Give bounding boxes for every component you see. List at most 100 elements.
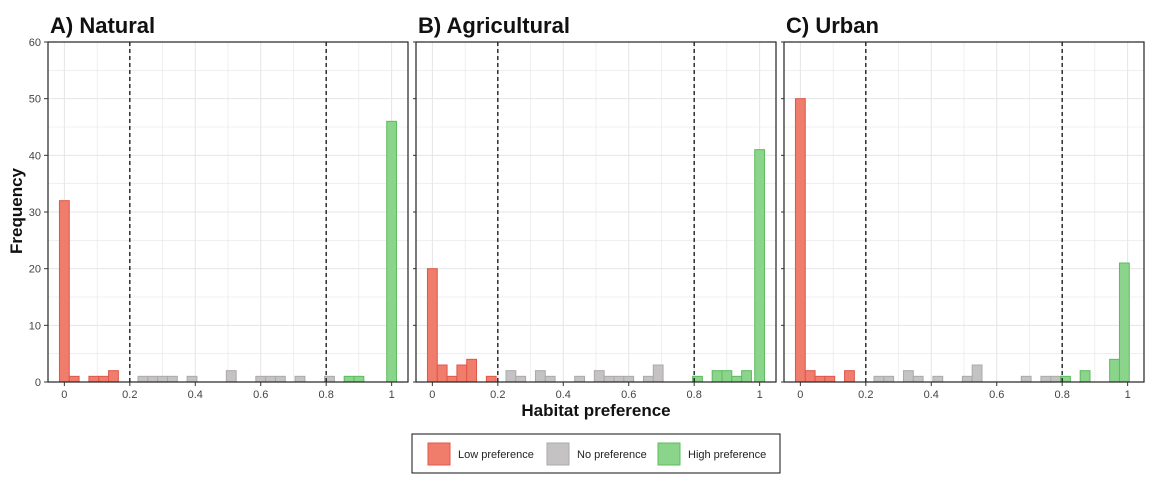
y-tick-label: 10 bbox=[29, 320, 41, 332]
histogram-bar-none bbox=[255, 375, 267, 383]
legend-box bbox=[411, 433, 781, 474]
x-tick-label: 0.2 bbox=[122, 389, 137, 401]
histogram-bar-high bbox=[1079, 370, 1091, 383]
y-axis-title: Frequency bbox=[7, 167, 26, 254]
panel-title: B) Agricultural bbox=[418, 13, 570, 38]
histogram-bar-high bbox=[343, 375, 355, 383]
histogram-bar-none bbox=[274, 375, 286, 383]
legend-label-none: No preference bbox=[577, 449, 647, 461]
x-tick-label: 1 bbox=[757, 389, 763, 401]
histogram-bar-none bbox=[971, 364, 983, 383]
x-tick-label: 0 bbox=[797, 389, 803, 401]
panel-3: C) Urban 0 0.2 0.4 0.6 0.8 1 bbox=[781, 13, 1145, 401]
x-tick-label: 0.2 bbox=[858, 389, 873, 401]
histogram-bar-high bbox=[741, 370, 752, 383]
panel-title: A) Natural bbox=[50, 13, 155, 38]
histogram-bar-none bbox=[932, 375, 944, 383]
x-tick-label: 0.4 bbox=[556, 389, 571, 401]
histogram-bar-low bbox=[466, 358, 478, 383]
histogram-bar-low bbox=[98, 375, 110, 383]
y-tick-label: 40 bbox=[29, 150, 41, 162]
histogram-bar-none bbox=[652, 364, 664, 383]
histogram-bar-none bbox=[225, 370, 237, 383]
x-tick-label: 1 bbox=[1125, 389, 1131, 401]
x-tick-label: 0 bbox=[61, 389, 67, 401]
histogram-bar-low bbox=[426, 268, 438, 383]
x-tick-label: 0.2 bbox=[490, 389, 505, 401]
y-tick-label: 0 bbox=[35, 377, 41, 389]
histogram-bar-high bbox=[386, 120, 398, 383]
histogram-bar-none bbox=[961, 375, 973, 383]
histogram-bar-none bbox=[166, 375, 178, 383]
histogram-bar-none bbox=[623, 375, 635, 383]
histogram-bar-none bbox=[505, 370, 517, 383]
histogram-bar-low bbox=[446, 375, 458, 383]
histogram-bar-none bbox=[1040, 375, 1052, 383]
histogram-bar-low bbox=[824, 375, 836, 383]
legend: Low preference No preference High prefer… bbox=[411, 433, 781, 474]
histogram-bar-none bbox=[902, 370, 914, 383]
x-tick-label: 0.8 bbox=[1055, 389, 1070, 401]
histogram-bar-none bbox=[574, 375, 586, 383]
histogram-bar-low bbox=[456, 364, 468, 383]
x-tick-label: 1 bbox=[389, 389, 395, 401]
legend-key-high bbox=[657, 442, 681, 466]
y-tick-label: 60 bbox=[29, 37, 41, 49]
histogram-bar-high bbox=[1109, 358, 1120, 383]
histogram-bar-none bbox=[147, 375, 159, 383]
legend-label-high: High preference bbox=[688, 449, 766, 461]
y-tick-label: 20 bbox=[29, 264, 41, 276]
histogram-bar-high bbox=[353, 375, 365, 383]
histogram-bar-low bbox=[88, 375, 100, 383]
histogram-bar-none bbox=[1020, 375, 1032, 383]
histogram-bar-low bbox=[108, 370, 119, 383]
histogram-bar-low bbox=[814, 375, 826, 383]
histogram-bar-none bbox=[186, 375, 198, 383]
histogram-bar-none bbox=[1050, 375, 1062, 383]
histogram-bar-none bbox=[642, 375, 654, 383]
x-tick-label: 0.6 bbox=[621, 389, 636, 401]
histogram-bar-none bbox=[294, 375, 306, 383]
histogram-bar-high bbox=[1118, 262, 1130, 383]
x-tick-label: 0.4 bbox=[188, 389, 203, 401]
histogram-bar-low bbox=[844, 370, 855, 383]
histogram-bar-high bbox=[731, 375, 743, 383]
y-tick-label: 30 bbox=[29, 207, 41, 219]
histogram-bar-high bbox=[711, 370, 723, 383]
x-tick-label: 0.4 bbox=[924, 389, 939, 401]
histogram-bar-high bbox=[754, 149, 766, 383]
histogram-bar-low bbox=[485, 375, 497, 383]
histogram-bar-low bbox=[58, 200, 70, 383]
histogram-bar-none bbox=[603, 375, 615, 383]
histogram-bar-none bbox=[534, 370, 546, 383]
histogram-bar-none bbox=[593, 370, 605, 383]
panel-title: C) Urban bbox=[786, 13, 879, 38]
y-tick-label: 50 bbox=[29, 94, 41, 106]
legend-key-low bbox=[427, 442, 451, 466]
x-tick-label: 0.6 bbox=[989, 389, 1004, 401]
histogram-bar-none bbox=[544, 375, 556, 383]
histogram-bar-none bbox=[873, 375, 885, 383]
histogram-bar-low bbox=[68, 375, 80, 383]
histogram-bar-none bbox=[515, 375, 527, 383]
histogram-bar-low bbox=[794, 98, 806, 383]
x-tick-label: 0.6 bbox=[253, 389, 268, 401]
histogram-bar-none bbox=[265, 375, 276, 383]
x-tick-label: 0.8 bbox=[687, 389, 702, 401]
histogram-bar-none bbox=[137, 375, 149, 383]
x-tick-label: 0 bbox=[429, 389, 435, 401]
histogram-bar-low bbox=[804, 370, 816, 383]
legend-label-low: Low preference bbox=[458, 449, 534, 461]
x-tick-label: 0.8 bbox=[319, 389, 334, 401]
histogram-bar-none bbox=[912, 375, 924, 383]
histogram-bar-low bbox=[436, 364, 448, 383]
panel-2: B) Agricultural 0 0.2 0.4 0.6 0.8 1 bbox=[413, 13, 777, 401]
histogram-bar-none bbox=[157, 375, 168, 383]
histogram-bar-none bbox=[613, 375, 625, 383]
histogram-bar-none bbox=[883, 375, 895, 383]
x-axis-title: Habitat preference bbox=[521, 401, 670, 420]
legend-key-none bbox=[546, 442, 570, 466]
